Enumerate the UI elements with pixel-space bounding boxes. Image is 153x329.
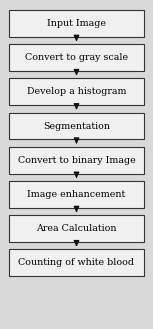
FancyBboxPatch shape — [9, 10, 144, 37]
Text: Area Calculation: Area Calculation — [36, 224, 117, 233]
FancyBboxPatch shape — [9, 147, 144, 174]
FancyBboxPatch shape — [9, 78, 144, 105]
Text: Convert to gray scale: Convert to gray scale — [25, 53, 128, 62]
Text: Develop a histogram: Develop a histogram — [27, 87, 126, 96]
FancyBboxPatch shape — [9, 181, 144, 208]
Text: Counting of white blood: Counting of white blood — [19, 258, 134, 267]
FancyBboxPatch shape — [9, 215, 144, 242]
FancyBboxPatch shape — [9, 113, 144, 139]
Text: Convert to binary Image: Convert to binary Image — [18, 156, 135, 165]
Text: Segmentation: Segmentation — [43, 121, 110, 131]
FancyBboxPatch shape — [9, 249, 144, 276]
Text: Image enhancement: Image enhancement — [27, 190, 126, 199]
FancyBboxPatch shape — [9, 44, 144, 71]
Text: Input Image: Input Image — [47, 19, 106, 28]
